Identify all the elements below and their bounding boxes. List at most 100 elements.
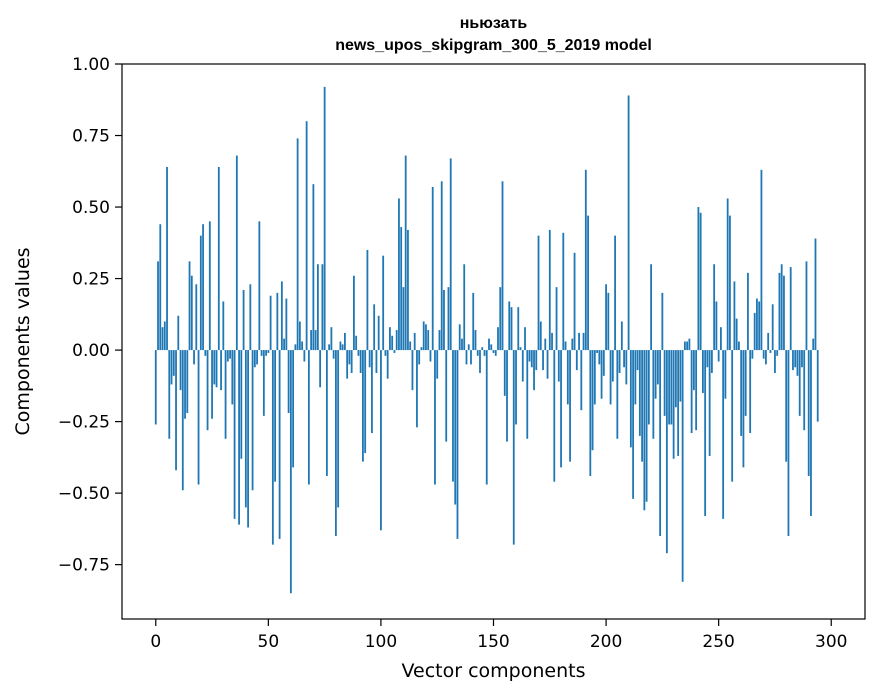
bar [215, 350, 218, 388]
bar [465, 350, 468, 365]
bar [479, 350, 481, 373]
bar [546, 350, 549, 379]
bar [801, 350, 803, 368]
bar [418, 350, 421, 365]
bar [661, 292, 664, 351]
bar [323, 86, 326, 351]
bar [296, 138, 299, 351]
bar [283, 338, 286, 351]
bar [362, 350, 364, 462]
y-tick-label: −0.75 [58, 556, 110, 576]
bar [512, 350, 515, 545]
bar [472, 292, 475, 351]
bar [452, 350, 454, 482]
bar [810, 350, 812, 517]
bar [551, 332, 553, 351]
bar [274, 350, 277, 482]
bar [519, 347, 522, 351]
bar [425, 324, 427, 351]
bar [384, 350, 387, 356]
bar [310, 330, 313, 351]
bar [724, 350, 727, 399]
bar [235, 155, 238, 351]
bar [564, 341, 567, 351]
bar [488, 338, 490, 351]
bar [190, 275, 193, 351]
bar [715, 301, 718, 351]
bar [463, 264, 466, 351]
bar [720, 327, 722, 351]
bar [803, 350, 806, 431]
bar [492, 350, 495, 353]
bar [632, 350, 634, 499]
bar [636, 350, 639, 371]
bar [292, 350, 295, 468]
bar [422, 321, 425, 351]
bar [409, 341, 412, 351]
bar [393, 350, 396, 353]
bar [476, 350, 479, 356]
bar [557, 350, 560, 382]
bar [350, 350, 353, 373]
bar [229, 350, 231, 359]
bar [330, 327, 333, 351]
bar [197, 350, 200, 485]
bar [562, 232, 565, 351]
bar [490, 344, 493, 351]
bar [316, 264, 319, 351]
bar [307, 350, 310, 485]
bar [395, 330, 398, 351]
bar [159, 224, 162, 351]
bar [161, 327, 164, 351]
bar [434, 350, 436, 485]
bar [521, 350, 524, 382]
bar [645, 350, 648, 502]
bar [402, 287, 405, 351]
bar [656, 350, 659, 385]
bar [181, 350, 184, 491]
bar [665, 350, 668, 554]
bar [177, 315, 180, 351]
bar [785, 350, 788, 462]
bar [596, 350, 598, 353]
bar [787, 350, 790, 537]
bar [438, 330, 441, 351]
bar [368, 350, 371, 368]
bar [483, 350, 486, 356]
x-tick-label: 200 [590, 632, 622, 652]
bar [193, 350, 195, 365]
bar [524, 327, 526, 351]
bar [359, 350, 362, 373]
bar [629, 350, 632, 448]
bar [461, 338, 463, 351]
bar [729, 215, 731, 351]
bar [204, 350, 207, 356]
bar [386, 350, 389, 379]
bar [600, 350, 603, 399]
bar [398, 198, 400, 351]
bar [262, 350, 265, 416]
bar [445, 350, 448, 442]
bar [346, 350, 349, 379]
bar [458, 324, 461, 351]
bar [798, 350, 801, 416]
x-tick-label: 0 [150, 632, 161, 652]
y-axis: −0.75 −0.50 −0.25 0.00 0.25 0.50 0.75 1.00 [58, 55, 122, 576]
bar [794, 350, 797, 368]
bar [510, 307, 513, 351]
bar [537, 235, 540, 351]
bar [337, 350, 340, 508]
bar [301, 341, 304, 351]
bar [339, 341, 342, 351]
bar [647, 350, 650, 425]
bar [587, 215, 589, 351]
y-tick-label: −0.50 [58, 484, 110, 504]
x-tick-label: 250 [702, 632, 734, 652]
bar [760, 169, 763, 351]
bar [240, 350, 243, 459]
bar [742, 350, 745, 468]
bar [224, 350, 227, 439]
chart-title: ньюзать news_upos_skipgram_300_5_2019 mod… [335, 15, 652, 54]
bar [758, 301, 761, 351]
bar [528, 350, 531, 362]
